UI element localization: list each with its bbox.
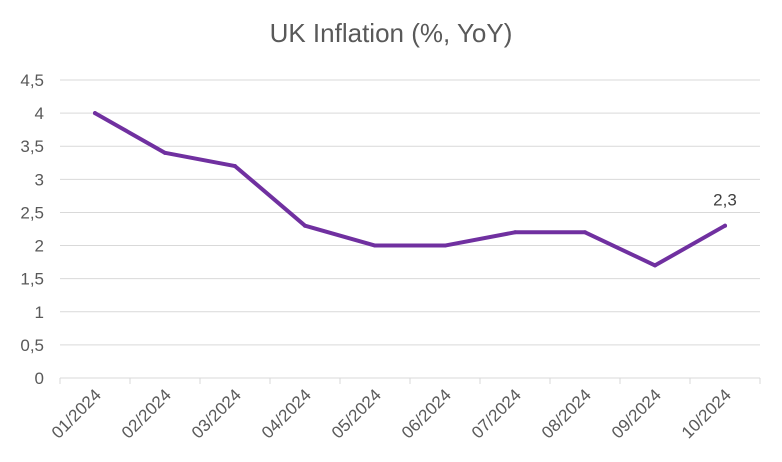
x-tick-label: 09/2024 bbox=[608, 385, 665, 442]
x-tick-label: 06/2024 bbox=[398, 385, 455, 442]
y-tick-label: 1 bbox=[35, 303, 44, 322]
y-tick-label: 3 bbox=[35, 170, 44, 189]
y-tick-label: 0,5 bbox=[20, 336, 44, 355]
data-point bbox=[303, 223, 307, 228]
data-point bbox=[653, 263, 657, 268]
data-point bbox=[373, 243, 377, 248]
y-tick-label: 4 bbox=[35, 104, 44, 123]
y-tick-label: 3,5 bbox=[20, 137, 44, 156]
y-tick-label: 2 bbox=[35, 237, 44, 256]
y-tick-label: 4,5 bbox=[20, 71, 44, 90]
x-tick-label: 05/2024 bbox=[328, 385, 385, 442]
data-point bbox=[583, 230, 587, 235]
data-label: 2,3 bbox=[713, 191, 737, 210]
series-layer bbox=[93, 111, 727, 268]
data-point bbox=[233, 164, 237, 169]
x-tick-label: 07/2024 bbox=[468, 385, 525, 442]
series-line bbox=[93, 111, 727, 268]
x-tick-label: 10/2024 bbox=[678, 385, 735, 442]
data-labels: 2,3 bbox=[713, 191, 737, 210]
data-point bbox=[723, 223, 727, 228]
x-axis-tick-labels: 01/2024 02/2024 03/2024 04/2024 05/2024 06/20… bbox=[48, 385, 735, 442]
data-point bbox=[443, 243, 447, 248]
data-point bbox=[513, 230, 517, 235]
x-axis bbox=[59, 377, 761, 384]
data-point bbox=[93, 111, 97, 116]
x-tick-label: 03/2024 bbox=[188, 385, 245, 442]
y-tick-label: 2,5 bbox=[20, 203, 44, 222]
y-axis-tick-labels: 0 0,5 1 1,5 2 2,5 3 3,5 4 4,5 bbox=[20, 71, 44, 388]
x-tick-label: 01/2024 bbox=[48, 385, 105, 442]
x-tick-label: 02/2024 bbox=[118, 385, 175, 442]
data-point bbox=[163, 150, 167, 155]
x-tick-label: 04/2024 bbox=[258, 385, 315, 442]
gridlines bbox=[60, 79, 760, 346]
y-tick-label: 1,5 bbox=[20, 270, 44, 289]
y-tick-label: 0 bbox=[35, 369, 44, 388]
x-tick-label: 08/2024 bbox=[538, 385, 595, 442]
chart-title: UK Inflation (%, YoY) bbox=[269, 18, 513, 48]
